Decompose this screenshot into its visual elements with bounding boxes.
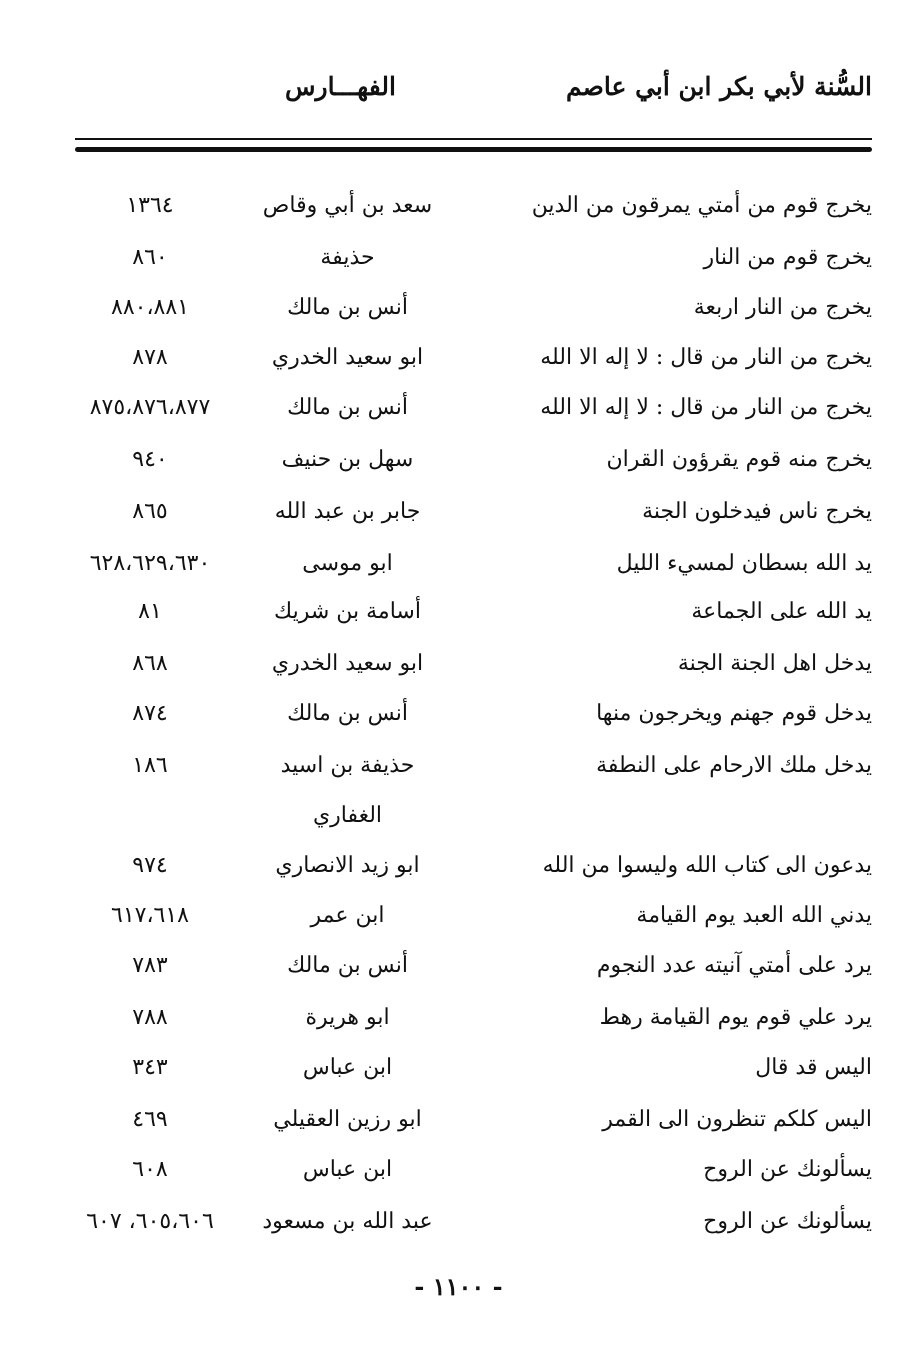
hadith-numbers: ٦٢٨،٦٢٩،٦٣٠	[89, 551, 211, 576]
index-row: يخرج منه قوم يقرؤون القران سهل بن حنيف ٩٤٠	[0, 447, 917, 487]
index-row: يدني الله العبد يوم القيامة ابن عمر ٦١٧،٦١…	[0, 903, 917, 943]
narrator: أسامة بن شريك	[274, 599, 421, 624]
narrator: أنس بن مالك	[287, 953, 408, 978]
narrator: الغفاري	[312, 803, 383, 828]
hadith-text: يخرج قوم من أمتي يمرقون من الدين	[531, 193, 872, 218]
hadith-numbers: ٨١	[138, 599, 162, 624]
index-row: يدعون الى كتاب الله وليسوا من الله ابو زي…	[0, 853, 917, 893]
narrator: ابو سعيد الخدري	[271, 345, 424, 370]
index-row: يدخل ملك الارحام على النطفة حذيفة بن اسيد…	[0, 753, 917, 793]
header-rule-thick	[75, 147, 872, 152]
index-row: الغفاري	[0, 803, 917, 843]
hadith-numbers: ٣٤٣	[132, 1055, 168, 1080]
narrator: ابو زيد الانصاري	[275, 853, 420, 878]
hadith-text: يخرج من النار من قال : لا إله الا الله	[540, 345, 872, 370]
narrator: سعد بن أبي وقاص	[262, 193, 433, 218]
narrator: ابو موسى	[302, 551, 393, 576]
hadith-numbers: ٨٦٥	[132, 499, 168, 524]
hadith-text: يخرج من النار من قال : لا إله الا الله	[540, 395, 872, 420]
narrator: ابو سعيد الخدري	[271, 651, 424, 676]
hadith-numbers: ٧٨٣	[132, 953, 168, 978]
narrator: ابو هريرة	[305, 1005, 390, 1030]
section-title: الفهـــارس	[285, 72, 396, 101]
hadith-text: اليس قد قال	[755, 1055, 872, 1080]
narrator: سهل بن حنيف	[281, 447, 414, 472]
index-row: يدخل قوم جهنم ويخرجون منها أنس بن مالك ٨٧٤	[0, 701, 917, 741]
index-row: يخرج من النار من قال : لا إله الا الله أن…	[0, 395, 917, 435]
hadith-numbers: ٦١٧،٦١٨	[111, 903, 189, 928]
header-rule-thin	[75, 138, 872, 140]
hadith-numbers: ٨٦٠	[132, 245, 168, 270]
narrator: أنس بن مالك	[287, 295, 408, 320]
hadith-numbers: ٨٧٤	[132, 701, 168, 726]
hadith-text: يدخل اهل الجنة الجنة	[677, 651, 872, 676]
hadith-text: يخرج قوم من النار	[703, 245, 872, 270]
narrator: ابن عباس	[302, 1157, 393, 1182]
narrator: حذيفة بن اسيد	[280, 753, 415, 778]
narrator: عبد الله بن مسعود	[262, 1209, 433, 1234]
index-row: يخرج من النار من قال : لا إله الا الله اب…	[0, 345, 917, 385]
hadith-text: يخرج من النار اربعة	[693, 295, 872, 320]
narrator: أنس بن مالك	[287, 701, 408, 726]
hadith-numbers: ١٣٦٤	[126, 193, 174, 218]
index-row: يد الله على الجماعة أسامة بن شريك ٨١	[0, 599, 917, 639]
hadith-numbers: ٦٠٨	[132, 1157, 168, 1182]
index-row: يخرج من النار اربعة أنس بن مالك ٨٨٠،٨٨١	[0, 295, 917, 335]
hadith-text: يسألونك عن الروح	[703, 1157, 872, 1182]
index-row: يخرج قوم من النار حذيفة ٨٦٠	[0, 245, 917, 285]
hadith-numbers: ٨٦٨	[132, 651, 168, 676]
hadith-text: يدعون الى كتاب الله وليسوا من الله	[542, 853, 872, 878]
index-row: اليس كلكم تنظرون الى القمر ابو رزين العقي…	[0, 1107, 917, 1147]
book-title: السُّنة لأبي بكر ابن أبي عاصم	[565, 72, 872, 101]
index-row: يخرج قوم من أمتي يمرقون من الدين سعد بن أ…	[0, 193, 917, 233]
hadith-text: يخرج ناس فيدخلون الجنة	[642, 499, 872, 524]
narrator: ابن عمر	[310, 903, 385, 928]
hadith-text: يدخل قوم جهنم ويخرجون منها	[596, 701, 872, 726]
index-row: يسألونك عن الروح عبد الله بن مسعود ٦٠٥،٦٠٦…	[0, 1209, 917, 1249]
hadith-numbers: ٩٧٤	[132, 853, 168, 878]
hadith-numbers: ٩٤٠	[132, 447, 168, 472]
hadith-numbers: ١٨٦	[132, 753, 168, 778]
hadith-text: يدخل ملك الارحام على النطفة	[596, 753, 872, 778]
narrator: ابن عباس	[302, 1055, 393, 1080]
index-row: اليس قد قال ابن عباس ٣٤٣	[0, 1055, 917, 1095]
narrator: أنس بن مالك	[287, 395, 408, 420]
narrator: جابر بن عبد الله	[274, 499, 421, 524]
hadith-text: يدني الله العبد يوم القيامة	[636, 903, 872, 928]
index-row: يرد علي قوم يوم القيامة رهط ابو هريرة ٧٨٨	[0, 1005, 917, 1045]
index-row: يد الله بسطان لمسيء الليل ابو موسى ٦٢٨،٦٢٩…	[0, 551, 917, 591]
hadith-numbers: ٦٠٥،٦٠٦، ٦٠٧	[86, 1209, 214, 1234]
hadith-text: يد الله بسطان لمسيء الليل	[616, 551, 872, 576]
page-number: - ١١٠٠ -	[414, 1272, 503, 1301]
hadith-text: يد الله على الجماعة	[691, 599, 872, 624]
narrator: حذيفة	[320, 245, 375, 270]
hadith-numbers: ٨٨٠،٨٨١	[111, 295, 189, 320]
hadith-text: يرد علي قوم يوم القيامة رهط	[599, 1005, 872, 1030]
index-row: يدخل اهل الجنة الجنة ابو سعيد الخدري ٨٦٨	[0, 651, 917, 691]
hadith-text: يرد على أمتي آنيته عدد النجوم	[596, 953, 872, 978]
hadith-text: اليس كلكم تنظرون الى القمر	[602, 1107, 872, 1132]
index-row: يخرج ناس فيدخلون الجنة جابر بن عبد الله ٨٦…	[0, 499, 917, 539]
hadith-text: يسألونك عن الروح	[703, 1209, 872, 1234]
index-row: يرد على أمتي آنيته عدد النجوم أنس بن مالك…	[0, 953, 917, 993]
hadith-numbers: ٨٧٥،٨٧٦،٨٧٧	[89, 395, 211, 420]
index-row: يسألونك عن الروح ابن عباس ٦٠٨	[0, 1157, 917, 1197]
hadith-text: يخرج منه قوم يقرؤون القران	[606, 447, 872, 472]
narrator: ابو رزين العقيلي	[273, 1107, 422, 1132]
hadith-numbers: ٤٦٩	[132, 1107, 168, 1132]
hadith-numbers: ٨٧٨	[132, 345, 168, 370]
hadith-numbers: ٧٨٨	[132, 1005, 168, 1030]
